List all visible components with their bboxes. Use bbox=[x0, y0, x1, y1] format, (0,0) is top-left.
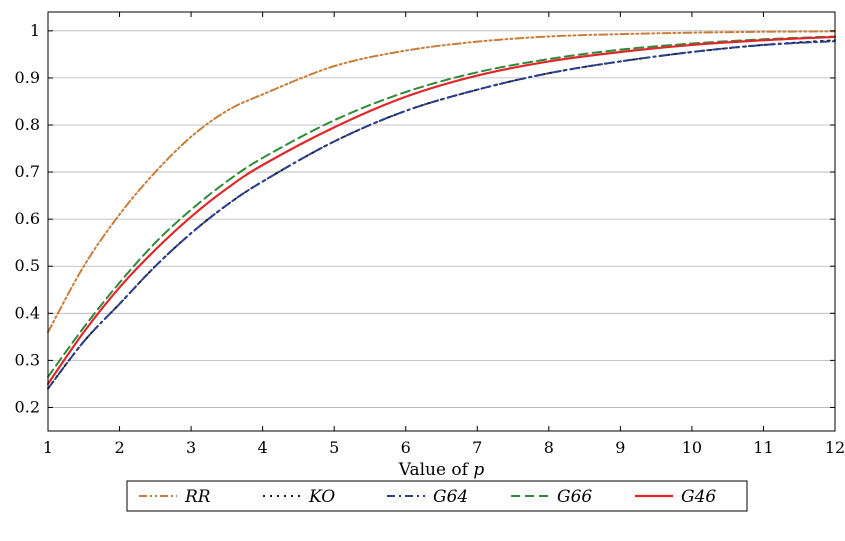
series-line-g66 bbox=[47, 35, 836, 378]
series-line-g46 bbox=[46, 35, 837, 386]
grid-lines bbox=[48, 30, 835, 408]
y-tick-label: 0.2 bbox=[15, 397, 40, 416]
y-tick-label: 1 bbox=[30, 21, 40, 40]
legend: RR KO G64 G66 G46 bbox=[126, 480, 748, 512]
series-line-ko bbox=[47, 39, 836, 390]
x-axis-title-prefix: Value of bbox=[398, 460, 474, 480]
y-tick-label: 0.5 bbox=[15, 256, 40, 275]
x-tick-label: 6 bbox=[401, 438, 411, 457]
legend-label-g66: G66 bbox=[557, 487, 592, 507]
x-tick-label: 11 bbox=[753, 438, 773, 457]
x-tick-label: 3 bbox=[186, 438, 196, 457]
series-line-g64 bbox=[47, 40, 836, 390]
x-tick-label: 7 bbox=[472, 438, 482, 457]
y-tick-label: 0.9 bbox=[15, 68, 40, 87]
x-tick-label: 12 bbox=[825, 438, 845, 457]
x-tick-label: 9 bbox=[615, 438, 625, 457]
series-lines bbox=[46, 30, 837, 390]
legend-label-ko: KO bbox=[308, 487, 335, 507]
y-tick-label: 0.8 bbox=[15, 115, 40, 134]
series-line-rr bbox=[47, 30, 836, 334]
y-tick-label: 0.7 bbox=[15, 162, 40, 181]
x-tick-label: 2 bbox=[114, 438, 124, 457]
y-tick-label: 0.3 bbox=[15, 350, 40, 369]
y-tick-label: 0.6 bbox=[15, 209, 40, 228]
x-tick-label: 8 bbox=[544, 438, 554, 457]
axis-ticks: 0.20.30.40.50.60.70.80.911 2 3 4 5 6 7 8 9 10 11 12 bbox=[15, 12, 845, 457]
x-tick-label: 1 bbox=[43, 438, 53, 457]
x-axis-title: Value of p bbox=[398, 460, 485, 480]
legend-label-g46: G46 bbox=[681, 487, 716, 507]
legend-label-g64: G64 bbox=[433, 487, 468, 507]
x-tick-label: 4 bbox=[258, 438, 268, 457]
x-axis-title-variable: p bbox=[473, 460, 484, 480]
legend-label-rr: RR bbox=[184, 487, 211, 507]
y-tick-label: 0.4 bbox=[15, 303, 40, 322]
x-tick-label: 10 bbox=[682, 438, 702, 457]
x-tick-label: 5 bbox=[329, 438, 339, 457]
plot-frame bbox=[47, 11, 836, 432]
